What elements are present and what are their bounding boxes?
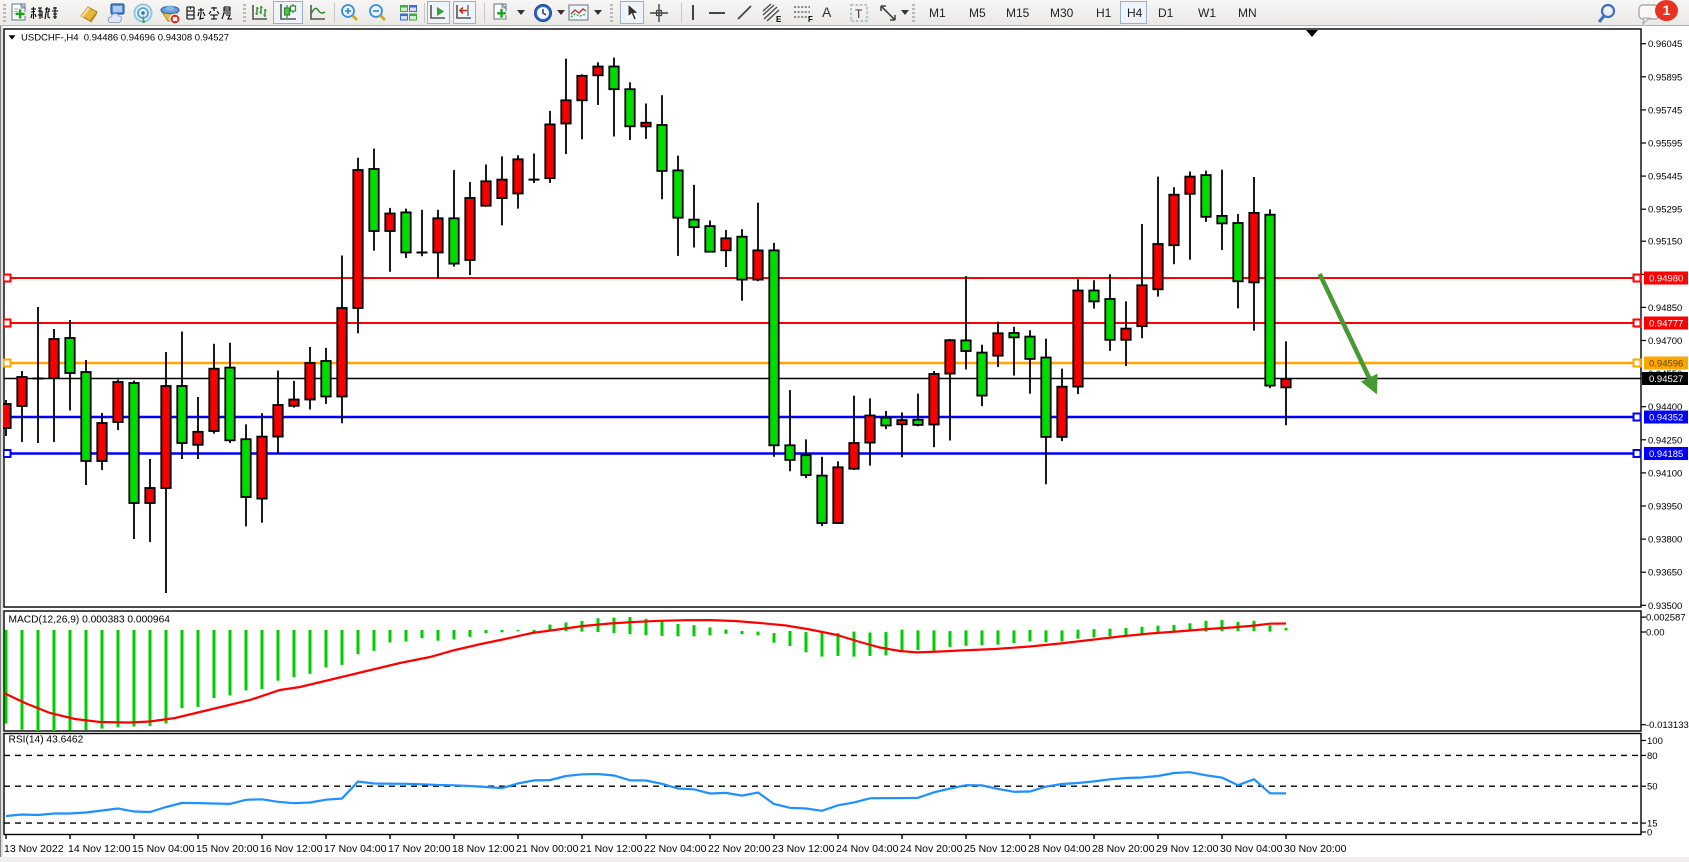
svg-text:0.95745: 0.95745 [1648,105,1682,116]
svg-text:17 Nov 04:00: 17 Nov 04:00 [324,843,387,855]
svg-text:21 Nov 12:00: 21 Nov 12:00 [580,843,643,855]
svg-text:0.94185: 0.94185 [1649,449,1683,460]
svg-text:0.95595: 0.95595 [1648,139,1682,150]
svg-text:50: 50 [1647,782,1658,793]
svg-text:0.94352: 0.94352 [1649,413,1683,424]
svg-text:0.94777: 0.94777 [1649,319,1683,330]
svg-text:30 Nov 04:00: 30 Nov 04:00 [1220,843,1283,855]
svg-text:14 Nov 12:00: 14 Nov 12:00 [68,843,131,855]
svg-text:24 Nov 04:00: 24 Nov 04:00 [836,843,899,855]
svg-text:13 Nov 2022: 13 Nov 2022 [4,843,64,855]
svg-text:0.94250: 0.94250 [1648,435,1682,446]
svg-text:24 Nov 20:00: 24 Nov 20:00 [900,843,963,855]
svg-text:17 Nov 20:00: 17 Nov 20:00 [388,843,451,855]
svg-text:0.94980: 0.94980 [1649,274,1683,285]
svg-text:0.95895: 0.95895 [1648,72,1682,83]
svg-text:30 Nov 20:00: 30 Nov 20:00 [1284,843,1347,855]
svg-text:28 Nov 04:00: 28 Nov 04:00 [1028,843,1091,855]
svg-text:22 Nov 04:00: 22 Nov 04:00 [644,843,707,855]
svg-text:0.93650: 0.93650 [1648,568,1682,579]
svg-text:15 Nov 20:00: 15 Nov 20:00 [196,843,259,855]
svg-text:0.002587: 0.002587 [1646,613,1686,624]
svg-text:100: 100 [1647,736,1663,747]
svg-text:0.95150: 0.95150 [1648,237,1682,248]
svg-text:0.94100: 0.94100 [1648,468,1682,479]
svg-text:0.93500: 0.93500 [1648,601,1682,612]
svg-text:USDCHF-,H4 0.94486 0.94696 0.: USDCHF-,H4 0.94486 0.94696 0.94308 0.945… [21,33,229,44]
svg-text:29 Nov 12:00: 29 Nov 12:00 [1156,843,1219,855]
svg-text:18 Nov 12:00: 18 Nov 12:00 [452,843,515,855]
svg-text:E: E [776,15,782,23]
svg-text:0.94596: 0.94596 [1649,359,1683,370]
svg-text:MACD(12,26,9) 0.000383 0.00096: MACD(12,26,9) 0.000383 0.000964 [9,615,171,626]
svg-text:28 Nov 20:00: 28 Nov 20:00 [1092,843,1155,855]
svg-text:RSI(14) 43.6462: RSI(14) 43.6462 [9,735,84,746]
svg-text:0.94700: 0.94700 [1648,336,1682,347]
svg-text:0.93950: 0.93950 [1648,502,1682,513]
svg-text:-0.013133: -0.013133 [1646,720,1689,731]
svg-text:0.94400: 0.94400 [1648,402,1682,413]
svg-text:23 Nov 12:00: 23 Nov 12:00 [772,843,835,855]
svg-text:80: 80 [1647,751,1658,762]
svg-text:T: T [855,7,863,21]
svg-text:0.94850: 0.94850 [1648,303,1682,314]
svg-text:25 Nov 12:00: 25 Nov 12:00 [964,843,1027,855]
svg-text:15: 15 [1647,819,1658,830]
svg-text:0.00: 0.00 [1646,628,1665,639]
svg-text:0.95445: 0.95445 [1648,172,1682,183]
svg-text:21 Nov 00:00: 21 Nov 00:00 [516,843,579,855]
svg-text:15 Nov 04:00: 15 Nov 04:00 [132,843,195,855]
svg-text:22 Nov 20:00: 22 Nov 20:00 [708,843,771,855]
svg-text:0: 0 [1647,828,1652,839]
svg-text:F: F [808,15,813,23]
svg-text:0.96045: 0.96045 [1648,39,1682,50]
svg-text:0.94527: 0.94527 [1649,374,1683,385]
svg-text:16 Nov 12:00: 16 Nov 12:00 [260,843,323,855]
svg-text:0.95295: 0.95295 [1648,205,1682,216]
svg-text:0.93800: 0.93800 [1648,535,1682,546]
